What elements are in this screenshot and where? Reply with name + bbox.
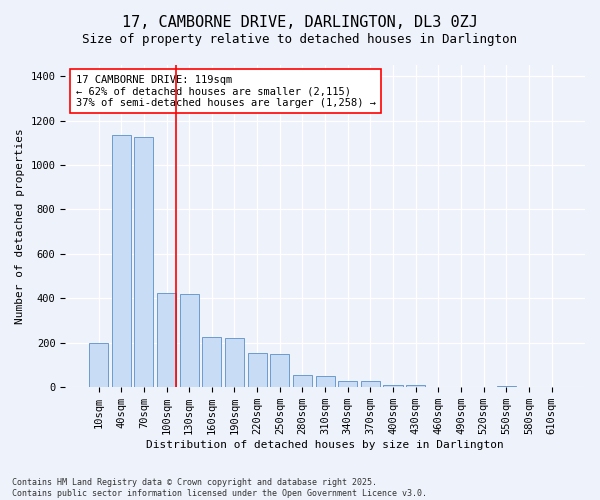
Bar xyxy=(406,385,425,387)
Text: 17, CAMBORNE DRIVE, DARLINGTON, DL3 0ZJ: 17, CAMBORNE DRIVE, DARLINGTON, DL3 0ZJ xyxy=(122,15,478,30)
Bar xyxy=(179,294,199,387)
Bar xyxy=(157,293,176,387)
Bar xyxy=(338,380,358,387)
Bar xyxy=(383,385,403,387)
Bar xyxy=(293,375,312,387)
Bar xyxy=(497,386,516,387)
Bar xyxy=(316,376,335,387)
Bar xyxy=(248,353,267,387)
Y-axis label: Number of detached properties: Number of detached properties xyxy=(15,128,25,324)
X-axis label: Distribution of detached houses by size in Darlington: Distribution of detached houses by size … xyxy=(146,440,504,450)
Bar xyxy=(270,354,289,387)
Bar xyxy=(89,343,108,387)
Bar xyxy=(112,135,131,387)
Text: 17 CAMBORNE DRIVE: 119sqm
← 62% of detached houses are smaller (2,115)
37% of se: 17 CAMBORNE DRIVE: 119sqm ← 62% of detac… xyxy=(76,74,376,108)
Text: Contains HM Land Registry data © Crown copyright and database right 2025.
Contai: Contains HM Land Registry data © Crown c… xyxy=(12,478,427,498)
Bar xyxy=(361,380,380,387)
Bar xyxy=(225,338,244,387)
Text: Size of property relative to detached houses in Darlington: Size of property relative to detached ho… xyxy=(83,32,517,46)
Bar xyxy=(134,137,154,387)
Bar xyxy=(202,337,221,387)
